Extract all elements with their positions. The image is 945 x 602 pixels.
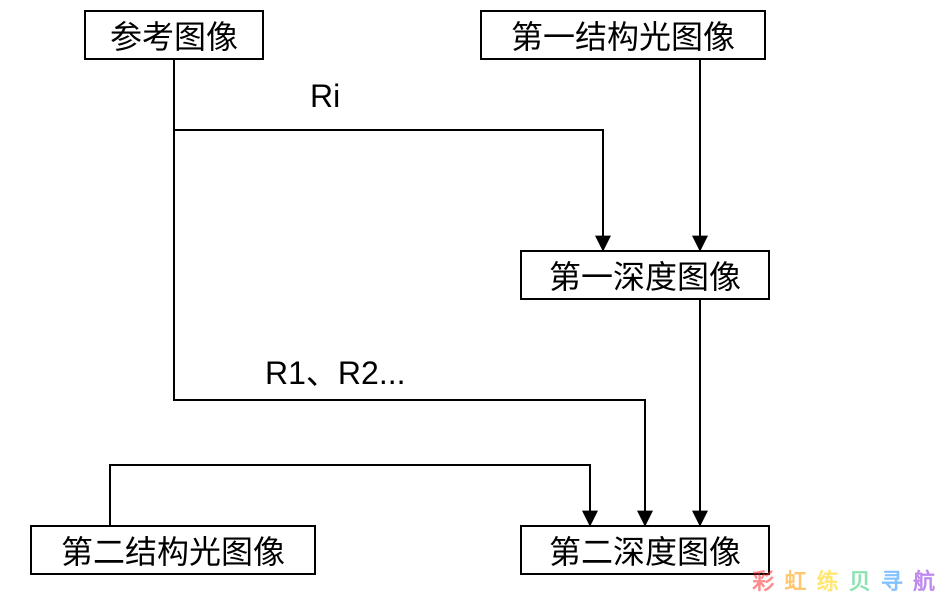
node-second-structured-light: 第二结构光图像 xyxy=(30,525,316,575)
node-first-depth-image-label: 第一深度图像 xyxy=(549,252,741,298)
watermark-char-5: 航 xyxy=(913,564,937,596)
node-ref-image: 参考图像 xyxy=(84,10,264,60)
edge-label-ri: Ri xyxy=(310,78,340,115)
node-second-structured-light-label: 第二结构光图像 xyxy=(61,527,285,573)
edge-label-ri-text: Ri xyxy=(310,78,340,114)
edge-sl2-to-depth2 xyxy=(110,465,590,525)
watermark-char-2: 练 xyxy=(817,564,841,596)
node-first-structured-light: 第一结构光图像 xyxy=(480,10,766,60)
node-first-structured-light-label: 第一结构光图像 xyxy=(511,12,735,58)
node-second-depth-image-label: 第二深度图像 xyxy=(549,527,741,573)
watermark-char-3: 贝 xyxy=(849,564,873,596)
node-second-depth-image: 第二深度图像 xyxy=(520,525,770,575)
edge-label-r1r2-text: R1、R2... xyxy=(265,355,406,391)
flowchart-connectors xyxy=(0,0,945,602)
watermark: 彩 虹 练 贝 寻 航 xyxy=(752,564,937,596)
node-first-depth-image: 第一深度图像 xyxy=(520,250,770,300)
edge-ref-to-depth1 xyxy=(174,60,603,250)
watermark-char-4: 寻 xyxy=(881,564,905,596)
watermark-char-1: 虹 xyxy=(784,564,808,596)
node-ref-image-label: 参考图像 xyxy=(110,12,238,58)
edge-label-r1r2: R1、R2... xyxy=(265,348,406,394)
watermark-char-0: 彩 xyxy=(752,564,776,596)
